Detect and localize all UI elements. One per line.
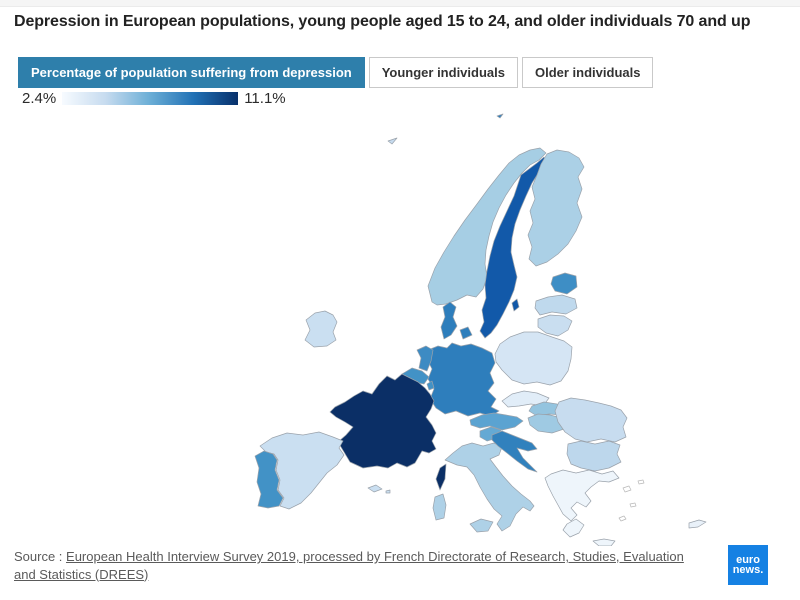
country-poland[interactable] (494, 331, 573, 386)
country-lithuania[interactable] (537, 314, 573, 337)
island-sicily[interactable] (469, 518, 494, 533)
tab-older-individuals[interactable]: Older individuals (521, 57, 654, 88)
country-romania[interactable] (554, 397, 628, 443)
island-crete[interactable] (592, 538, 616, 546)
legend-gradient-bar (62, 92, 239, 105)
country-finland[interactable] (527, 149, 585, 267)
country-norway[interactable] (427, 147, 547, 306)
country-italy[interactable] (444, 442, 535, 532)
country-luxembourg[interactable] (426, 380, 435, 391)
europe-choropleth-map (254, 113, 707, 546)
source-link[interactable]: European Health Interview Survey 2019, p… (14, 549, 684, 582)
island-aegean-4 (637, 479, 645, 485)
country-bulgaria[interactable] (566, 440, 622, 472)
source-prefix: Source : (14, 549, 67, 564)
tab-bar: Percentage of population suffering from … (18, 57, 654, 88)
island-aegean-1 (622, 485, 632, 493)
country-denmark[interactable] (440, 301, 458, 340)
island-arctic-dash (496, 113, 504, 119)
tab-younger-individuals[interactable]: Younger individuals (368, 57, 518, 88)
island-corsica[interactable] (435, 463, 447, 491)
euronews-logo-line2: news. (732, 564, 764, 576)
euronews-logo-line1: euro (736, 554, 760, 566)
country-iceland-edge[interactable] (387, 137, 398, 145)
top-strip (0, 0, 800, 7)
country-germany[interactable] (426, 342, 500, 417)
page-title: Depression in European populations, youn… (14, 13, 751, 30)
color-legend: 2.4% 11.1% (22, 90, 286, 107)
country-ireland[interactable] (304, 310, 338, 348)
country-estonia[interactable] (550, 272, 578, 295)
island-sardinia[interactable] (432, 493, 447, 521)
country-spain[interactable] (259, 431, 345, 510)
country-france[interactable] (329, 373, 437, 469)
country-cyprus[interactable] (688, 519, 707, 529)
country-austria[interactable] (469, 412, 524, 431)
region-peloponnese[interactable] (562, 518, 585, 538)
country-croatia[interactable] (491, 430, 538, 473)
country-greece[interactable] (544, 469, 620, 522)
island-aegean-2 (629, 502, 637, 508)
country-latvia[interactable] (534, 294, 578, 316)
island-balearics[interactable] (367, 484, 391, 494)
island-gotland[interactable] (511, 298, 520, 312)
euronews-logo: euro news. (728, 545, 768, 585)
island-aegean-3 (618, 515, 627, 522)
legend-min-label: 2.4% (22, 90, 57, 107)
legend-max-label: 11.1% (244, 90, 286, 107)
country-denmark-islands[interactable] (459, 326, 473, 340)
source-attribution: Source : European Health Interview Surve… (14, 548, 704, 583)
tab-percentage-population[interactable]: Percentage of population suffering from … (18, 57, 365, 88)
country-portugal[interactable] (254, 450, 284, 509)
country-netherlands[interactable] (416, 345, 434, 372)
